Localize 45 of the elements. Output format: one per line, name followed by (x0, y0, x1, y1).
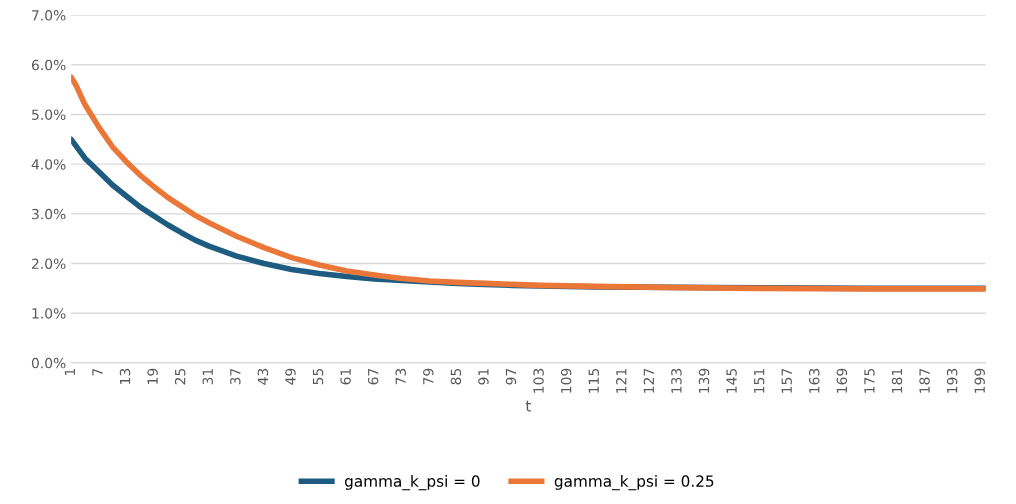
y-tick-label: 1.0% (32, 308, 66, 319)
y-tick-label: 3.0% (32, 208, 66, 220)
x-tick-label: 67 (367, 368, 379, 385)
x-tick-label: 97 (505, 368, 517, 385)
x-tick-label: 73 (395, 368, 406, 385)
y-tick-label: 4.0% (31, 159, 66, 170)
x-tick-label: 37 (230, 368, 241, 385)
x-tick-label: 25 (174, 368, 186, 385)
x-tick-label: 193 (946, 368, 958, 393)
x-tick-label: 13 (119, 368, 131, 384)
x-tick-label: 91 (478, 369, 489, 385)
x-tick-label: 19 (147, 368, 158, 384)
legend-label: gamma_k_psi = 0.25 (554, 475, 714, 491)
x-tick-label: 61 (340, 369, 351, 385)
y-tick-label: 2.0% (31, 258, 66, 269)
y-tick-label: 7.0% (32, 10, 66, 21)
y-tick-label: 0.0% (31, 357, 66, 369)
x-tick-label: 31 (202, 369, 213, 385)
x-tick-label: 175 (864, 368, 875, 393)
x-tick-label: 49 (285, 368, 296, 385)
legend-label: gamma_k_psi = 0 (344, 475, 480, 491)
x-tick-label: 1 (64, 369, 75, 376)
x-tick-label: 145 (726, 368, 737, 393)
x-tick-label: 139 (698, 368, 710, 393)
x-axis-title: t (525, 400, 531, 412)
x-tick-label: 151 (754, 369, 765, 393)
x-tick-label: 85 (450, 368, 462, 385)
x-tick-label: 169 (836, 368, 848, 393)
x-tick-label: 109 (560, 368, 572, 393)
x-tick-label: 133 (671, 368, 682, 393)
y-tick-label: 6.0% (31, 59, 66, 71)
x-tick-label: 199 (974, 368, 985, 393)
y-tick-label: 5.0% (32, 109, 66, 120)
x-tick-label: 163 (809, 368, 820, 393)
x-tick-label: 7 (92, 368, 103, 376)
x-tick-label: 121 (616, 369, 627, 393)
x-tick-label: 55 (312, 368, 324, 385)
x-tick-label: 187 (919, 368, 930, 393)
x-tick-label: 181 (891, 369, 903, 393)
x-tick-label: 127 (643, 368, 654, 393)
x-tick-label: 103 (533, 368, 544, 393)
x-tick-label: 79 (423, 368, 434, 385)
x-tick-label: 43 (257, 368, 269, 385)
x-tick-label: 157 (781, 368, 792, 393)
x-tick-label: 115 (588, 368, 599, 393)
